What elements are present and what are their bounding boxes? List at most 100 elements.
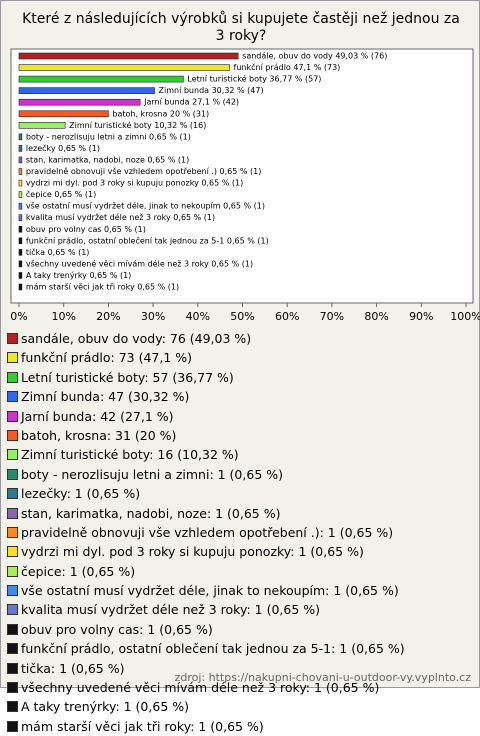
legend-item: Zimní bunda: 47 (30,32 %) (7, 387, 477, 406)
legend-label: čepice: 1 (0,65 %) (21, 563, 136, 579)
legend-label: kvalita musí vydržet déle než 3 roky: 1 … (21, 602, 321, 618)
x-tick-label: 30% (141, 310, 165, 323)
legend-swatch (7, 604, 18, 616)
legend-label: Jarní bunda: 42 (27,1 %) (21, 408, 174, 424)
bar-label: Letní turistické boty 36,77 % (57) (187, 74, 321, 84)
bar-label: vydrzi mi dyl. pod 3 roky si kupuju pono… (26, 179, 243, 188)
bar-label: A taky trenýrky 0,65 % (1) (26, 271, 131, 280)
x-tick-label: 80% (364, 310, 388, 323)
legend-swatch (7, 662, 18, 674)
bar-label: tička 0,65 % (1) (26, 247, 90, 257)
legend-label: boty - nerozlisuju letni a zimni: 1 (0,6… (21, 466, 283, 482)
legend-item: funkční prádlo, ostatní oblečení tak jed… (7, 639, 477, 658)
x-tick-label: 60% (275, 310, 299, 323)
legend-label: lezečky: 1 (0,65 %) (21, 486, 141, 502)
legend-swatch (7, 371, 18, 383)
x-tick-label: 20% (96, 310, 120, 323)
legend-swatch (7, 643, 18, 655)
x-tick-label: 70% (320, 310, 344, 323)
legend-swatch (7, 468, 18, 480)
bar-label: stan, karimatka, nadobi, noze 0,65 % (1) (26, 155, 189, 164)
legend-item: sandále, obuv do vody: 76 (49,03 %) (7, 329, 477, 348)
bar-label: pravidelně obnovuji vše vzhledem opotřeb… (26, 166, 261, 176)
bar (18, 191, 23, 198)
bar (18, 75, 184, 83)
bar-label: Jarní bunda 27,1 % (42) (143, 98, 239, 107)
bar-label: kvalita musí vydržet déle než 3 roky 0,6… (26, 212, 215, 222)
x-tick-label: 40% (186, 310, 210, 323)
bar (18, 98, 141, 106)
legend-item: batoh, krosna: 31 (20 %) (7, 426, 477, 445)
chart-title: Které z následujících výrobků si kupujet… (22, 11, 460, 44)
bar-label: všechny uvedené věci mívám déle než 3 ro… (26, 258, 253, 268)
legend-swatch (7, 333, 18, 344)
legend-item: Jarní bunda: 42 (27,1 %) (7, 407, 477, 426)
legend-label: vše ostatní musí vydržet déle, jinak to … (21, 583, 399, 599)
x-tick-label: 100% (450, 310, 480, 323)
bar (18, 249, 23, 256)
bar-label: Zimní bunda 30,32 % (47) (159, 86, 264, 95)
legend-label: funkční prádlo, ostatní oblečení tak jed… (21, 641, 405, 657)
legend-label: pravidelně obnovuji vše vzhledem opotřeb… (21, 524, 394, 540)
legend-swatch (7, 701, 18, 713)
bar-label: funkční prádlo, ostatní oblečení tak jed… (26, 235, 269, 245)
legend-item: funkční prádlo: 73 (47,1 %) (7, 348, 477, 367)
bar (18, 214, 23, 221)
legend-swatch (7, 546, 18, 558)
legend-swatch (7, 488, 18, 500)
bar-label: funkční prádlo 47,1 % (73) (234, 62, 341, 72)
bar (18, 133, 23, 141)
x-tick-label: 50% (230, 310, 254, 323)
legend-label: mám starší věci jak tři roky: 1 (0,65 %) (21, 718, 264, 734)
bar (18, 87, 155, 94)
legend-label: batoh, krosna: 31 (20 %) (21, 427, 177, 443)
legend-swatch (7, 585, 18, 597)
bar (18, 110, 109, 118)
legend-label: tička: 1 (0,65 %) (21, 660, 125, 676)
bar-label: vše ostatní musí vydržet déle, jinak to … (26, 201, 265, 211)
legend-swatch (7, 507, 18, 519)
bar-label: Zimní turistické boty 10,32 % (16) (69, 120, 206, 130)
legend-item: A taky trenýrky: 1 (0,65 %) (7, 697, 477, 716)
legend-label: vydrzi mi dyl. pod 3 roky si kupuju pono… (21, 544, 364, 560)
bar (18, 260, 23, 268)
bar (18, 225, 23, 233)
bar-label: obuv pro volny cas 0,65 % (1) (26, 225, 146, 234)
plot: 0% 10% 20% 30% 40% 50% 60% 70% 80% 90% 100% sandále… (10, 48, 480, 323)
legend-item: Letní turistické boty: 57 (36,77 %) (7, 368, 477, 387)
bar (18, 52, 239, 60)
legend-item: boty - nerozlisuju letni a zimni: 1 (0,6… (7, 465, 477, 484)
legend-swatch (7, 429, 18, 441)
legend-label: Letní turistické boty: 57 (36,77 %) (21, 369, 234, 385)
legend-swatch (7, 623, 18, 635)
legend-item: obuv pro volny cas: 1 (0,65 %) (7, 620, 477, 639)
bar (18, 272, 23, 279)
bar (18, 145, 23, 152)
legend-item: Zimní turistické boty: 16 (10,32 %) (7, 445, 477, 464)
legend-label: stan, karimatka, nadobi, noze: 1 (0,65 %… (21, 505, 281, 521)
x-tick-label: 10% (51, 310, 75, 323)
legend-label: Zimní bunda: 47 (30,32 %) (21, 389, 190, 405)
bar (18, 156, 23, 164)
x-tick-label: 0% (10, 310, 27, 323)
bar-label: mám starší věci jak tři roky 0,65 % (1) (26, 282, 179, 292)
bar (18, 283, 23, 291)
legend-item: vše ostatní musí vydržet déle, jinak to … (7, 581, 477, 600)
bar-label: lezečky 0,65 % (1) (26, 143, 100, 153)
legend-item: kvalita musí vydržet déle než 3 roky: 1 … (7, 600, 477, 619)
legend-item: pravidelně obnovuji vše vzhledem opotřeb… (7, 523, 477, 542)
legend-item: lezečky: 1 (0,65 %) (7, 484, 477, 503)
legend-label: funkční prádlo: 73 (47,1 %) (21, 350, 193, 366)
legend-item: mám starší věci jak tři roky: 1 (0,65 %) (7, 717, 477, 736)
legend-swatch (7, 352, 18, 364)
legend-swatch (7, 720, 18, 732)
legend-label: A taky trenýrky: 1 (0,65 %) (21, 699, 189, 715)
bar (18, 237, 23, 245)
bar (18, 64, 230, 71)
legend-item: stan, karimatka, nadobi, noze: 1 (0,65 %… (7, 504, 477, 523)
legend-swatch (7, 565, 18, 577)
legend-swatch (7, 526, 18, 538)
bar (18, 122, 66, 129)
bar-label: sandále, obuv do vody 49,03 % (76) (242, 52, 387, 61)
